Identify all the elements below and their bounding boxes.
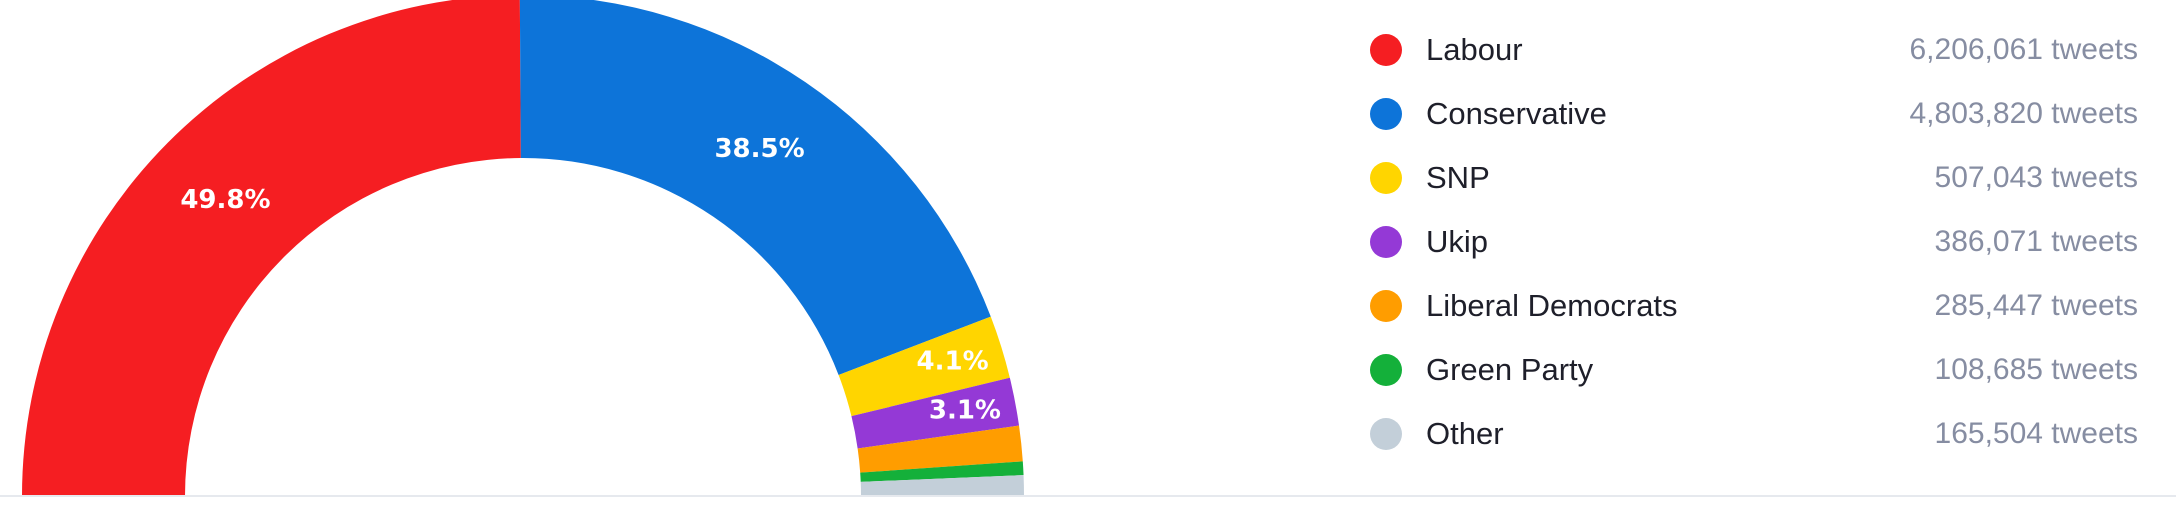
slice-snp[interactable] (838, 316, 1010, 417)
slice-labour[interactable] (22, 0, 521, 496)
slice-other[interactable] (860, 475, 1024, 496)
legend-swatch-conservative (1370, 98, 1402, 130)
legend-swatch-liberal-democrats (1370, 290, 1402, 322)
legend-label-other: Other (1426, 416, 1504, 451)
legend-item-ukip[interactable]: Ukip 386,071 tweets (1370, 210, 2138, 274)
legend-value-labour: 6,206,061 tweets (1909, 33, 2138, 66)
legend-value-snp: 507,043 tweets (1934, 161, 2138, 194)
slice-liberal-democrats[interactable] (857, 425, 1023, 473)
legend-value-ukip: 386,071 tweets (1934, 225, 2138, 258)
legend-item-snp[interactable]: SNP 507,043 tweets (1370, 146, 2138, 210)
slice-conservative[interactable] (519, 0, 991, 375)
slice-label-snp: 4.1% (917, 347, 989, 377)
legend-value-conservative: 4,803,820 tweets (1909, 97, 2138, 130)
legend-swatch-green-party (1370, 354, 1402, 386)
legend-label-green-party: Green Party (1426, 352, 1594, 387)
legend-swatch-labour (1370, 34, 1402, 66)
legend-value-liberal-democrats: 285,447 tweets (1934, 289, 2138, 322)
legend-swatch-other (1370, 418, 1402, 450)
legend-swatch-snp (1370, 162, 1402, 194)
legend-label-labour: Labour (1426, 32, 1523, 67)
legend-value-other: 165,504 tweets (1934, 417, 2138, 450)
legend-item-conservative[interactable]: Conservative 4,803,820 tweets (1370, 82, 2138, 146)
slice-label-labour: 49.8% (180, 185, 270, 215)
semi-donut-chart: 49.8% 38.5% 4.1% 3.1% (22, 0, 1024, 496)
slice-green-party[interactable] (860, 461, 1024, 482)
slice-label-ukip: 3.1% (929, 396, 1001, 426)
legend-label-ukip: Ukip (1426, 224, 1489, 259)
slice-ukip[interactable] (851, 377, 1020, 449)
legend-label-liberal-democrats: Liberal Democrats (1426, 288, 1678, 323)
legend-item-other[interactable]: Other 165,504 tweets (1370, 402, 2138, 466)
slice-label-conservative: 38.5% (714, 134, 804, 164)
legend-value-green-party: 108,685 tweets (1934, 353, 2138, 386)
legend-item-labour[interactable]: Labour 6,206,061 tweets (1370, 18, 2138, 82)
legend-label-snp: SNP (1426, 160, 1490, 195)
legend-item-liberal-democrats[interactable]: Liberal Democrats 285,447 tweets (1370, 274, 2138, 338)
chart-baseline (0, 495, 2176, 497)
chart-legend: Labour 6,206,061 tweets Conservative 4,8… (1370, 18, 2138, 466)
legend-item-green-party[interactable]: Green Party 108,685 tweets (1370, 338, 2138, 402)
legend-label-conservative: Conservative (1426, 96, 1607, 131)
legend-swatch-ukip (1370, 226, 1402, 258)
